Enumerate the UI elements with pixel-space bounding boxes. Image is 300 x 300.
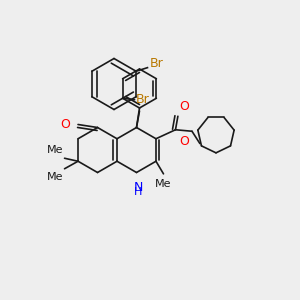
Text: O: O — [180, 135, 190, 148]
Text: H: H — [134, 187, 142, 197]
Text: Br: Br — [136, 93, 150, 106]
Text: O: O — [61, 118, 70, 131]
Text: Me: Me — [46, 145, 63, 155]
Text: N: N — [133, 181, 143, 194]
Text: Me: Me — [46, 172, 63, 182]
Text: Me: Me — [155, 179, 172, 189]
Text: O: O — [179, 100, 189, 112]
Text: Br: Br — [150, 57, 163, 70]
